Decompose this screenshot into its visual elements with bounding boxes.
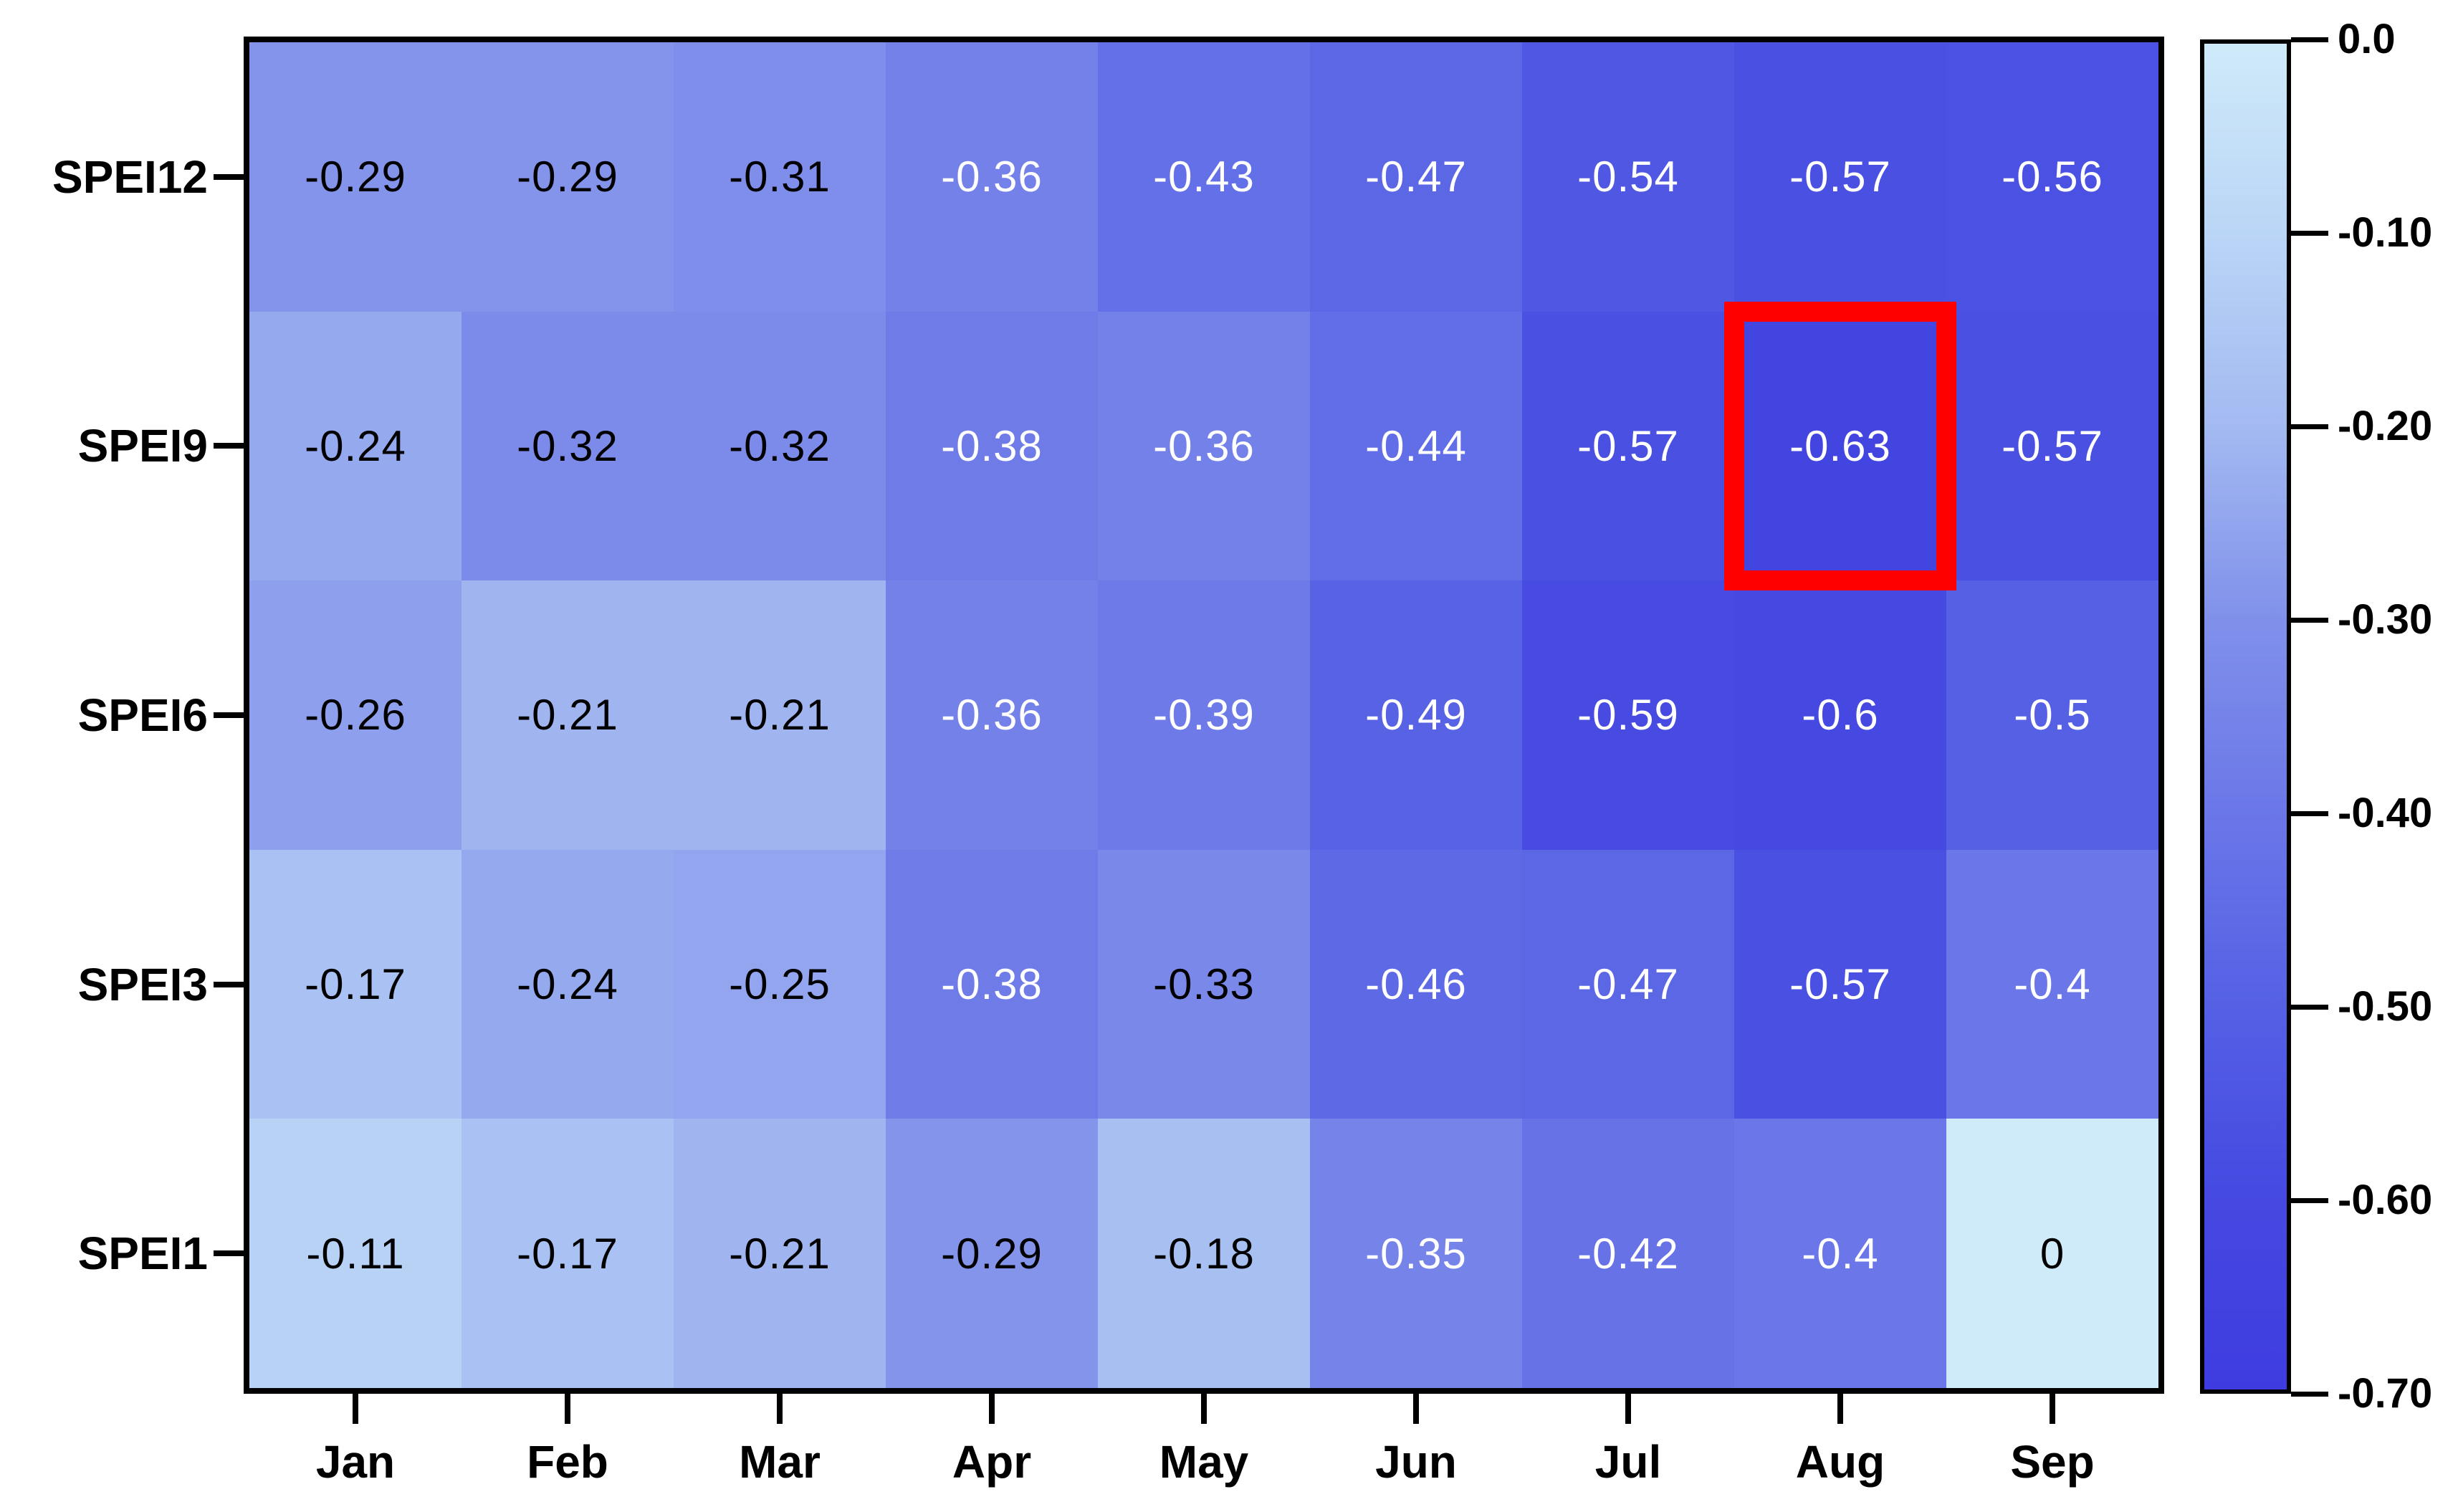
colorbar-label-0.0: 0.0 xyxy=(2338,16,2396,62)
heatmap-cell-SPEI6-Aug: -0.6 xyxy=(1734,580,1946,850)
x-axis-label-Aug: Aug xyxy=(1795,1436,1885,1488)
x-axis-tick xyxy=(1413,1394,1419,1424)
y-axis-tick xyxy=(214,1250,244,1257)
heatmap-cell-SPEI12-Jan: -0.29 xyxy=(249,42,462,312)
heatmap-cell-SPEI12-Sep: -0.56 xyxy=(1946,42,2158,312)
heatmap-cell-SPEI12-Apr: -0.36 xyxy=(886,42,1098,312)
y-axis-label-SPEI3: SPEI3 xyxy=(77,958,208,1010)
heatmap-cell-SPEI9-Sep: -0.57 xyxy=(1946,311,2158,581)
colorbar-tick xyxy=(2291,810,2328,816)
colorbar-label--0.50: -0.50 xyxy=(2338,983,2433,1030)
colorbar-label--0.70: -0.70 xyxy=(2338,1370,2433,1417)
x-axis-label-Jul: Jul xyxy=(1594,1436,1662,1488)
y-axis-tick xyxy=(214,981,244,987)
heatmap-cell-SPEI6-Sep: -0.5 xyxy=(1946,580,2158,850)
heatmap-cell-SPEI6-Jan: -0.26 xyxy=(249,580,462,850)
colorbar-tick xyxy=(2291,37,2328,42)
heatmap-cell-SPEI9-Jan: -0.24 xyxy=(249,311,462,581)
heatmap-cell-SPEI6-Apr: -0.36 xyxy=(886,580,1098,850)
heatmap-cell-SPEI1-Apr: -0.29 xyxy=(886,1119,1098,1388)
y-axis-label-SPEI1: SPEI1 xyxy=(77,1228,208,1280)
heatmap-cell-SPEI6-May: -0.39 xyxy=(1098,580,1310,850)
x-axis-tick xyxy=(777,1394,783,1424)
x-axis-label-Mar: Mar xyxy=(739,1436,821,1488)
heatmap-cell-SPEI9-May: -0.36 xyxy=(1098,311,1310,581)
heatmap-cell-SPEI3-Jul: -0.47 xyxy=(1522,849,1734,1119)
x-axis-tick xyxy=(1201,1394,1207,1424)
colorbar-tick xyxy=(2291,1197,2328,1203)
heatmap-cell-SPEI9-Feb: -0.32 xyxy=(462,311,674,581)
colorbar-label--0.30: -0.30 xyxy=(2338,596,2433,643)
heatmap-cell-SPEI1-Feb: -0.17 xyxy=(462,1119,674,1388)
heatmap-cell-SPEI3-Sep: -0.4 xyxy=(1946,849,2158,1119)
heatmap-cell-SPEI3-May: -0.33 xyxy=(1098,849,1310,1119)
y-axis-tick xyxy=(214,443,244,449)
colorbar-gradient xyxy=(2200,39,2291,1394)
heatmap-cell-SPEI9-Apr: -0.38 xyxy=(886,311,1098,581)
heatmap-cell-SPEI1-Sep: 0 xyxy=(1946,1119,2158,1388)
heatmap-cell-SPEI9-Jun: -0.44 xyxy=(1310,311,1522,581)
heatmap-cell-SPEI9-Mar: -0.32 xyxy=(674,311,886,581)
heatmap-cell-SPEI3-Jan: -0.17 xyxy=(249,849,462,1119)
x-axis-tick xyxy=(565,1394,570,1424)
heatmap-cell-SPEI3-Feb: -0.24 xyxy=(462,849,674,1119)
colorbar-tick xyxy=(2291,424,2328,429)
x-axis-tick xyxy=(1837,1394,1843,1424)
heatmap-cell-SPEI3-Apr: -0.38 xyxy=(886,849,1098,1119)
heatmap-cell-SPEI1-Jan: -0.11 xyxy=(249,1119,462,1388)
colorbar-tick xyxy=(2291,1391,2328,1397)
y-axis-tick xyxy=(214,173,244,180)
colorbar-label--0.20: -0.20 xyxy=(2338,403,2433,449)
heatmap-cell-SPEI3-Aug: -0.57 xyxy=(1734,849,1946,1119)
x-axis-tick xyxy=(989,1394,995,1424)
heatmap-cell-SPEI1-Jul: -0.42 xyxy=(1522,1119,1734,1388)
x-axis-tick xyxy=(353,1394,358,1424)
heatmap-cell-SPEI3-Jun: -0.46 xyxy=(1310,849,1522,1119)
x-axis-label-Sep: Sep xyxy=(2010,1436,2095,1488)
x-axis-label-Jan: Jan xyxy=(315,1436,396,1488)
colorbar-label--0.40: -0.40 xyxy=(2338,790,2433,836)
y-axis-label-SPEI9: SPEI9 xyxy=(77,420,208,472)
y-axis-label-SPEI12: SPEI12 xyxy=(52,150,208,203)
x-axis-tick xyxy=(2050,1394,2055,1424)
heatmap-cell-SPEI12-Feb: -0.29 xyxy=(462,42,674,312)
heatmap-cell-SPEI6-Jun: -0.49 xyxy=(1310,580,1522,850)
heatmap-cell-SPEI6-Feb: -0.21 xyxy=(462,580,674,850)
heatmap-cell-SPEI1-Jun: -0.35 xyxy=(1310,1119,1522,1388)
x-axis-label-Feb: Feb xyxy=(527,1436,608,1488)
colorbar-label--0.10: -0.10 xyxy=(2338,209,2433,256)
heatmap-plot-area: -0.29 -0.29 -0.31 -0.36 -0.43 -0.47 -0.54 -0.57… xyxy=(244,37,2164,1394)
heatmap-cell-SPEI1-Mar: -0.21 xyxy=(674,1119,886,1388)
colorbar-label--0.60: -0.60 xyxy=(2338,1177,2433,1223)
heatmap-cell-SPEI12-Jul: -0.54 xyxy=(1522,42,1734,312)
y-axis-label-SPEI6: SPEI6 xyxy=(77,689,208,741)
heatmap-cell-SPEI1-Aug: -0.4 xyxy=(1734,1119,1946,1388)
heatmap-cell-SPEI6-Jul: -0.59 xyxy=(1522,580,1734,850)
heatmap-cell-SPEI12-May: -0.43 xyxy=(1098,42,1310,312)
heatmap-cell-SPEI12-Aug: -0.57 xyxy=(1734,42,1946,312)
x-axis-label-Jun: Jun xyxy=(1375,1436,1457,1488)
heatmap-cell-SPEI12-Jun: -0.47 xyxy=(1310,42,1522,312)
heatmap-cell-SPEI12-Mar: -0.31 xyxy=(674,42,886,312)
heatmap-grid: -0.29 -0.29 -0.31 -0.36 -0.43 -0.47 -0.54 -0.57… xyxy=(249,42,2158,1388)
heatmap-cell-SPEI9-Jul: -0.57 xyxy=(1522,311,1734,581)
colorbar-tick xyxy=(2291,617,2328,623)
x-axis-tick xyxy=(1625,1394,1631,1424)
heatmap-cell-SPEI3-Mar: -0.25 xyxy=(674,849,886,1119)
colorbar-tick xyxy=(2291,230,2328,236)
x-axis-label-May: May xyxy=(1159,1436,1249,1488)
heatmap-cell-SPEI1-May: -0.18 xyxy=(1098,1119,1310,1388)
x-axis-label-Apr: Apr xyxy=(952,1436,1032,1488)
heatmap-cell-SPEI9-Aug: -0.63 xyxy=(1734,311,1946,581)
y-axis-tick xyxy=(214,712,244,718)
heatmap-cell-SPEI6-Mar: -0.21 xyxy=(674,580,886,850)
highlight-box xyxy=(1724,301,1956,591)
colorbar-tick xyxy=(2291,1004,2328,1010)
